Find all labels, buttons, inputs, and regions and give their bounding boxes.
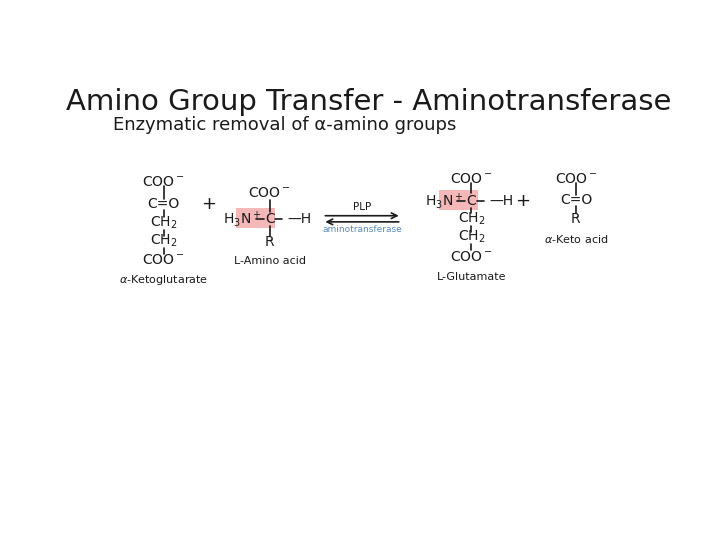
Text: —H: —H (489, 194, 513, 208)
Text: COO$^-$: COO$^-$ (143, 253, 185, 267)
Text: H$_3$N$^+$: H$_3$N$^+$ (425, 191, 464, 211)
Text: L-Amino acid: L-Amino acid (234, 256, 306, 266)
Text: R: R (265, 235, 274, 249)
Text: C: C (265, 212, 274, 226)
Bar (438, 190, 477, 211)
Text: C: C (467, 194, 476, 208)
Text: +: + (515, 192, 530, 210)
Text: CH$_2$: CH$_2$ (457, 211, 485, 227)
Text: aminotransferase: aminotransferase (322, 225, 402, 234)
Text: COO$^-$: COO$^-$ (143, 175, 185, 189)
Text: Enzymatic removal of α-amino groups: Enzymatic removal of α-amino groups (113, 117, 456, 134)
Text: COO$^-$: COO$^-$ (450, 249, 492, 264)
Text: CH$_2$: CH$_2$ (150, 233, 177, 249)
Text: —H: —H (287, 212, 312, 226)
Text: PLP: PLP (353, 202, 371, 212)
Text: Amino Group Transfer - Aminotransferase: Amino Group Transfer - Aminotransferase (66, 88, 672, 116)
Text: +: + (201, 195, 216, 213)
Text: $\alpha$-Keto acid: $\alpha$-Keto acid (544, 233, 608, 245)
Text: COO$^-$: COO$^-$ (248, 186, 291, 200)
Text: H$_3$N$^+$: H$_3$N$^+$ (223, 209, 262, 228)
Bar (236, 208, 275, 228)
Text: COO$^-$: COO$^-$ (450, 172, 492, 186)
Text: L-Glutamate: L-Glutamate (436, 272, 506, 281)
Text: C=O: C=O (560, 193, 592, 207)
Text: R: R (571, 212, 581, 226)
Text: CH$_2$: CH$_2$ (150, 214, 177, 231)
Text: CH$_2$: CH$_2$ (457, 229, 485, 246)
Text: COO$^-$: COO$^-$ (554, 172, 598, 186)
Text: C=O: C=O (148, 197, 180, 211)
Text: $\alpha$-Ketoglutarate: $\alpha$-Ketoglutarate (119, 273, 208, 287)
